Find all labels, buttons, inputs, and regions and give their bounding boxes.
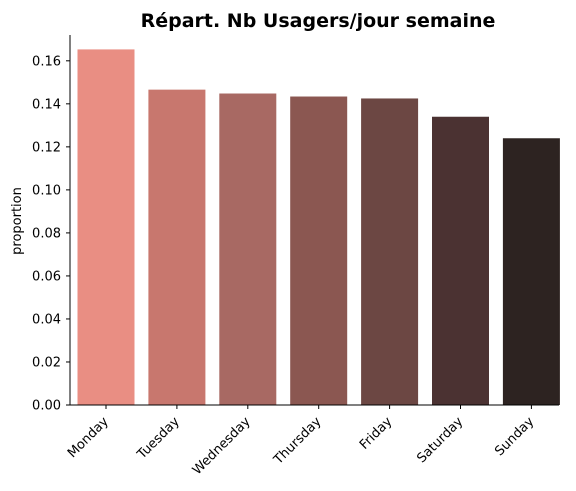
y-tick-label: 0.08	[32, 226, 61, 241]
y-tick-label: 0.06	[32, 269, 61, 284]
y-tick-label: 0.00	[32, 399, 61, 414]
chart-title: Répart. Nb Usagers/jour semaine	[141, 10, 496, 32]
y-axis: 0.00 0.02 0.04 0.06 0.08 0.10 0.12 0.14 0.16	[32, 35, 71, 414]
bar-thursday	[290, 96, 348, 406]
y-tick-label: 0.12	[32, 140, 61, 155]
x-tick-label-sunday: Sunday	[492, 414, 537, 459]
y-tick-label: 0.02	[32, 355, 61, 370]
x-tick-label-wednesday: Wednesday	[190, 414, 254, 478]
bar-friday	[361, 98, 419, 406]
bar-wednesday	[219, 93, 277, 405]
x-tick-label-thursday: Thursday	[270, 414, 324, 468]
bar-tuesday	[148, 89, 206, 405]
y-tick-label: 0.14	[32, 97, 61, 112]
x-axis: Monday Tuesday Wednesday Thursday Friday Satu…	[65, 404, 559, 478]
y-tick-label: 0.16	[32, 54, 61, 69]
x-tick-label-monday: Monday	[65, 414, 112, 461]
y-tick-label: 0.10	[32, 183, 61, 198]
bar-saturday	[432, 116, 489, 406]
bars-group	[77, 49, 560, 406]
y-tick-label: 0.04	[32, 312, 61, 327]
x-tick-label-saturday: Saturday	[414, 414, 466, 466]
y-axis-label: proportion	[10, 187, 25, 255]
bar-sunday	[502, 138, 560, 405]
x-tick-label-tuesday: Tuesday	[134, 414, 183, 463]
bar-monday	[77, 49, 135, 405]
x-tick-label-friday: Friday	[357, 414, 396, 453]
